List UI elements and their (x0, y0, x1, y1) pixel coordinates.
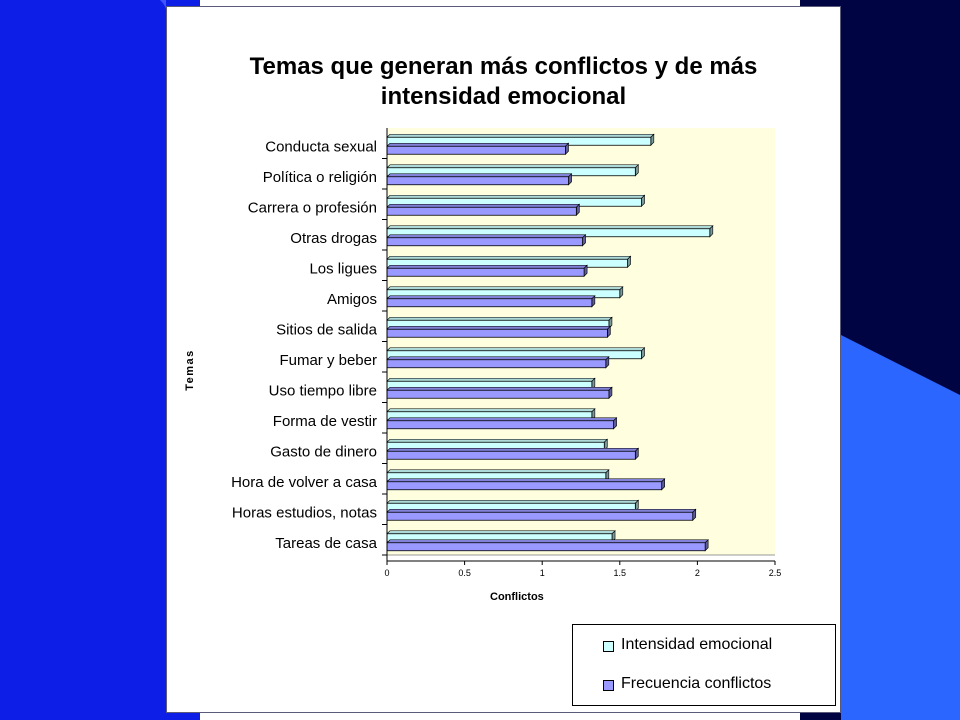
bar-top-face (386, 508, 697, 513)
decor-stripe-right (841, 335, 960, 720)
chart-title: Temas que generan más conflictos y de má… (166, 52, 841, 112)
bar-frecuencia (386, 298, 593, 308)
category-label: Amigos (327, 291, 377, 308)
bar-frecuencia (386, 481, 663, 491)
category-label: Forma de vestir (273, 413, 377, 430)
y-axis-label: Temas (184, 349, 196, 391)
bar-frecuencia (386, 145, 566, 155)
bar-top-face (386, 530, 616, 535)
bar-top-face (386, 295, 596, 300)
category-label: Hora de volver a casa (231, 474, 378, 491)
plot-background (387, 128, 775, 555)
category-label: Carrera o profesión (248, 199, 377, 216)
bar-top-face (386, 539, 709, 544)
bar-top-face (386, 286, 624, 291)
category-label: Uso tiempo libre (269, 382, 377, 399)
bar-top-face (386, 194, 646, 199)
bar-top-face (386, 386, 613, 391)
x-tick-label: 2.5 (769, 568, 782, 578)
bar-top-face (386, 347, 646, 352)
category-label: Política o religión (263, 169, 377, 186)
bar-top-face (386, 225, 714, 230)
legend-label-frecuencia: Frecuencia conflictos (621, 675, 772, 692)
bar-frecuencia (386, 542, 706, 552)
bar-frecuencia (386, 450, 636, 460)
bar-frecuencia (386, 206, 577, 216)
bar-frecuencia (386, 420, 614, 430)
bar-frecuencia (386, 176, 569, 186)
plot-layer: Conducta sexual Política o religión Carrer… (231, 128, 781, 578)
bar-top-face (386, 408, 596, 413)
bar-frecuencia (386, 359, 607, 369)
x-tick-label: 0.5 (458, 568, 471, 578)
bar-top-face (386, 478, 666, 483)
bar-top-face (386, 325, 612, 330)
bar-top-face (386, 142, 570, 147)
category-label: Los ligues (309, 260, 377, 277)
bar-top-face (386, 469, 610, 474)
bar-top-face (386, 316, 613, 321)
legend-swatch-frecuencia (603, 680, 614, 691)
bar-frecuencia (386, 237, 583, 247)
bar-top-face (386, 234, 587, 239)
bar-frecuencia (386, 511, 694, 521)
bar-top-face (386, 203, 581, 208)
chart-title-line-2: intensidad emocional (380, 83, 627, 110)
category-label: Gasto de dinero (270, 443, 377, 460)
category-label: Horas estudios, notas (232, 504, 377, 521)
x-tick-label: 1.5 (614, 568, 627, 578)
x-axis-label: Conflictos (490, 591, 544, 603)
x-tick-label: 2 (695, 568, 700, 578)
bar-top-face (386, 164, 640, 169)
bar-top-face (386, 133, 655, 138)
bar-top-face (386, 377, 596, 382)
category-label: Tareas de casa (275, 535, 377, 552)
bar-top-face (386, 499, 640, 504)
bar-top-face (386, 173, 573, 178)
bar-frecuencia (386, 267, 585, 277)
category-label: Fumar y beber (279, 352, 377, 369)
category-label: Sitios de salida (276, 321, 378, 338)
bar-top-face (386, 255, 632, 260)
bar-top-face (386, 417, 618, 422)
bar-top-face (386, 447, 640, 452)
category-label: Otras drogas (290, 230, 377, 247)
legend-item-intensidad: Intensidad emocional (603, 636, 773, 654)
legend-item-frecuencia: Frecuencia conflictos (603, 675, 772, 693)
x-tick-label: 1 (540, 568, 545, 578)
legend-swatch-intensidad (603, 641, 614, 652)
category-label: Conducta sexual (265, 138, 377, 155)
bar-frecuencia (386, 389, 610, 399)
legend-label-intensidad: Intensidad emocional (621, 636, 773, 653)
chart-title-line-1: Temas que generan más conflictos y de má… (249, 53, 758, 80)
bar-frecuencia (386, 328, 608, 338)
bar-top-face (386, 264, 588, 269)
bar-top-face (386, 356, 610, 361)
bar-top-face (386, 438, 609, 443)
legend: Intensidad emocional Frecuencia conflict… (572, 624, 836, 706)
x-tick-label: 0 (384, 568, 389, 578)
